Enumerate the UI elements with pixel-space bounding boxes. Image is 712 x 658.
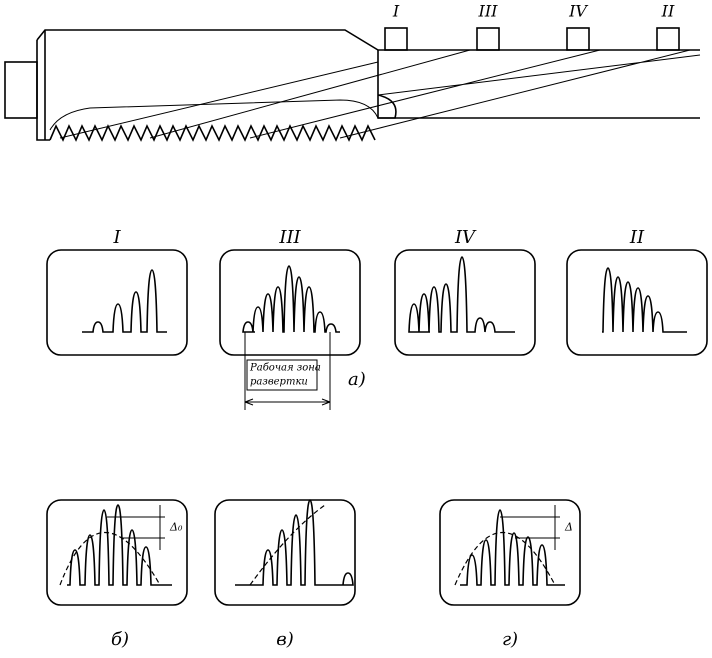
marker-label: II (661, 2, 675, 21)
signal (408, 256, 515, 333)
envelope (454, 531, 556, 586)
caption: а) (348, 369, 366, 390)
tool (4, 29, 701, 142)
scan-zone: Рабочая зона развертки (244, 332, 331, 410)
screen (439, 499, 581, 606)
delta-marker (500, 505, 560, 550)
screen (46, 249, 188, 356)
panel-label: IV (454, 227, 477, 248)
screen (566, 249, 708, 356)
envelope (249, 504, 326, 586)
marker-label: IV (568, 2, 588, 21)
screen (219, 249, 361, 356)
panel-label: I (112, 227, 121, 248)
scan-zone-label: Рабочая зона (249, 363, 321, 374)
caption: в) (276, 629, 294, 650)
marker-label: I (392, 2, 400, 21)
screen (214, 499, 356, 606)
signal (460, 509, 565, 586)
marker (476, 27, 500, 51)
marker-label: III (478, 2, 499, 21)
marker (566, 27, 590, 51)
panel-label: II (629, 227, 645, 248)
delta-marker (107, 505, 165, 550)
marker (384, 27, 408, 51)
delta-label: Δ₀ (169, 521, 183, 534)
caption: г) (502, 629, 518, 650)
marker (656, 27, 680, 51)
envelope (59, 531, 161, 586)
signal (235, 499, 354, 586)
signal (602, 267, 687, 333)
signal (82, 269, 167, 333)
scan-zone-label: развертки (250, 377, 308, 388)
delta-label: Δ (564, 521, 573, 534)
screen (46, 499, 188, 606)
screen (394, 249, 536, 356)
caption: б) (111, 629, 129, 650)
signal (67, 504, 172, 586)
panel-label: III (278, 227, 301, 248)
signal (242, 265, 340, 333)
